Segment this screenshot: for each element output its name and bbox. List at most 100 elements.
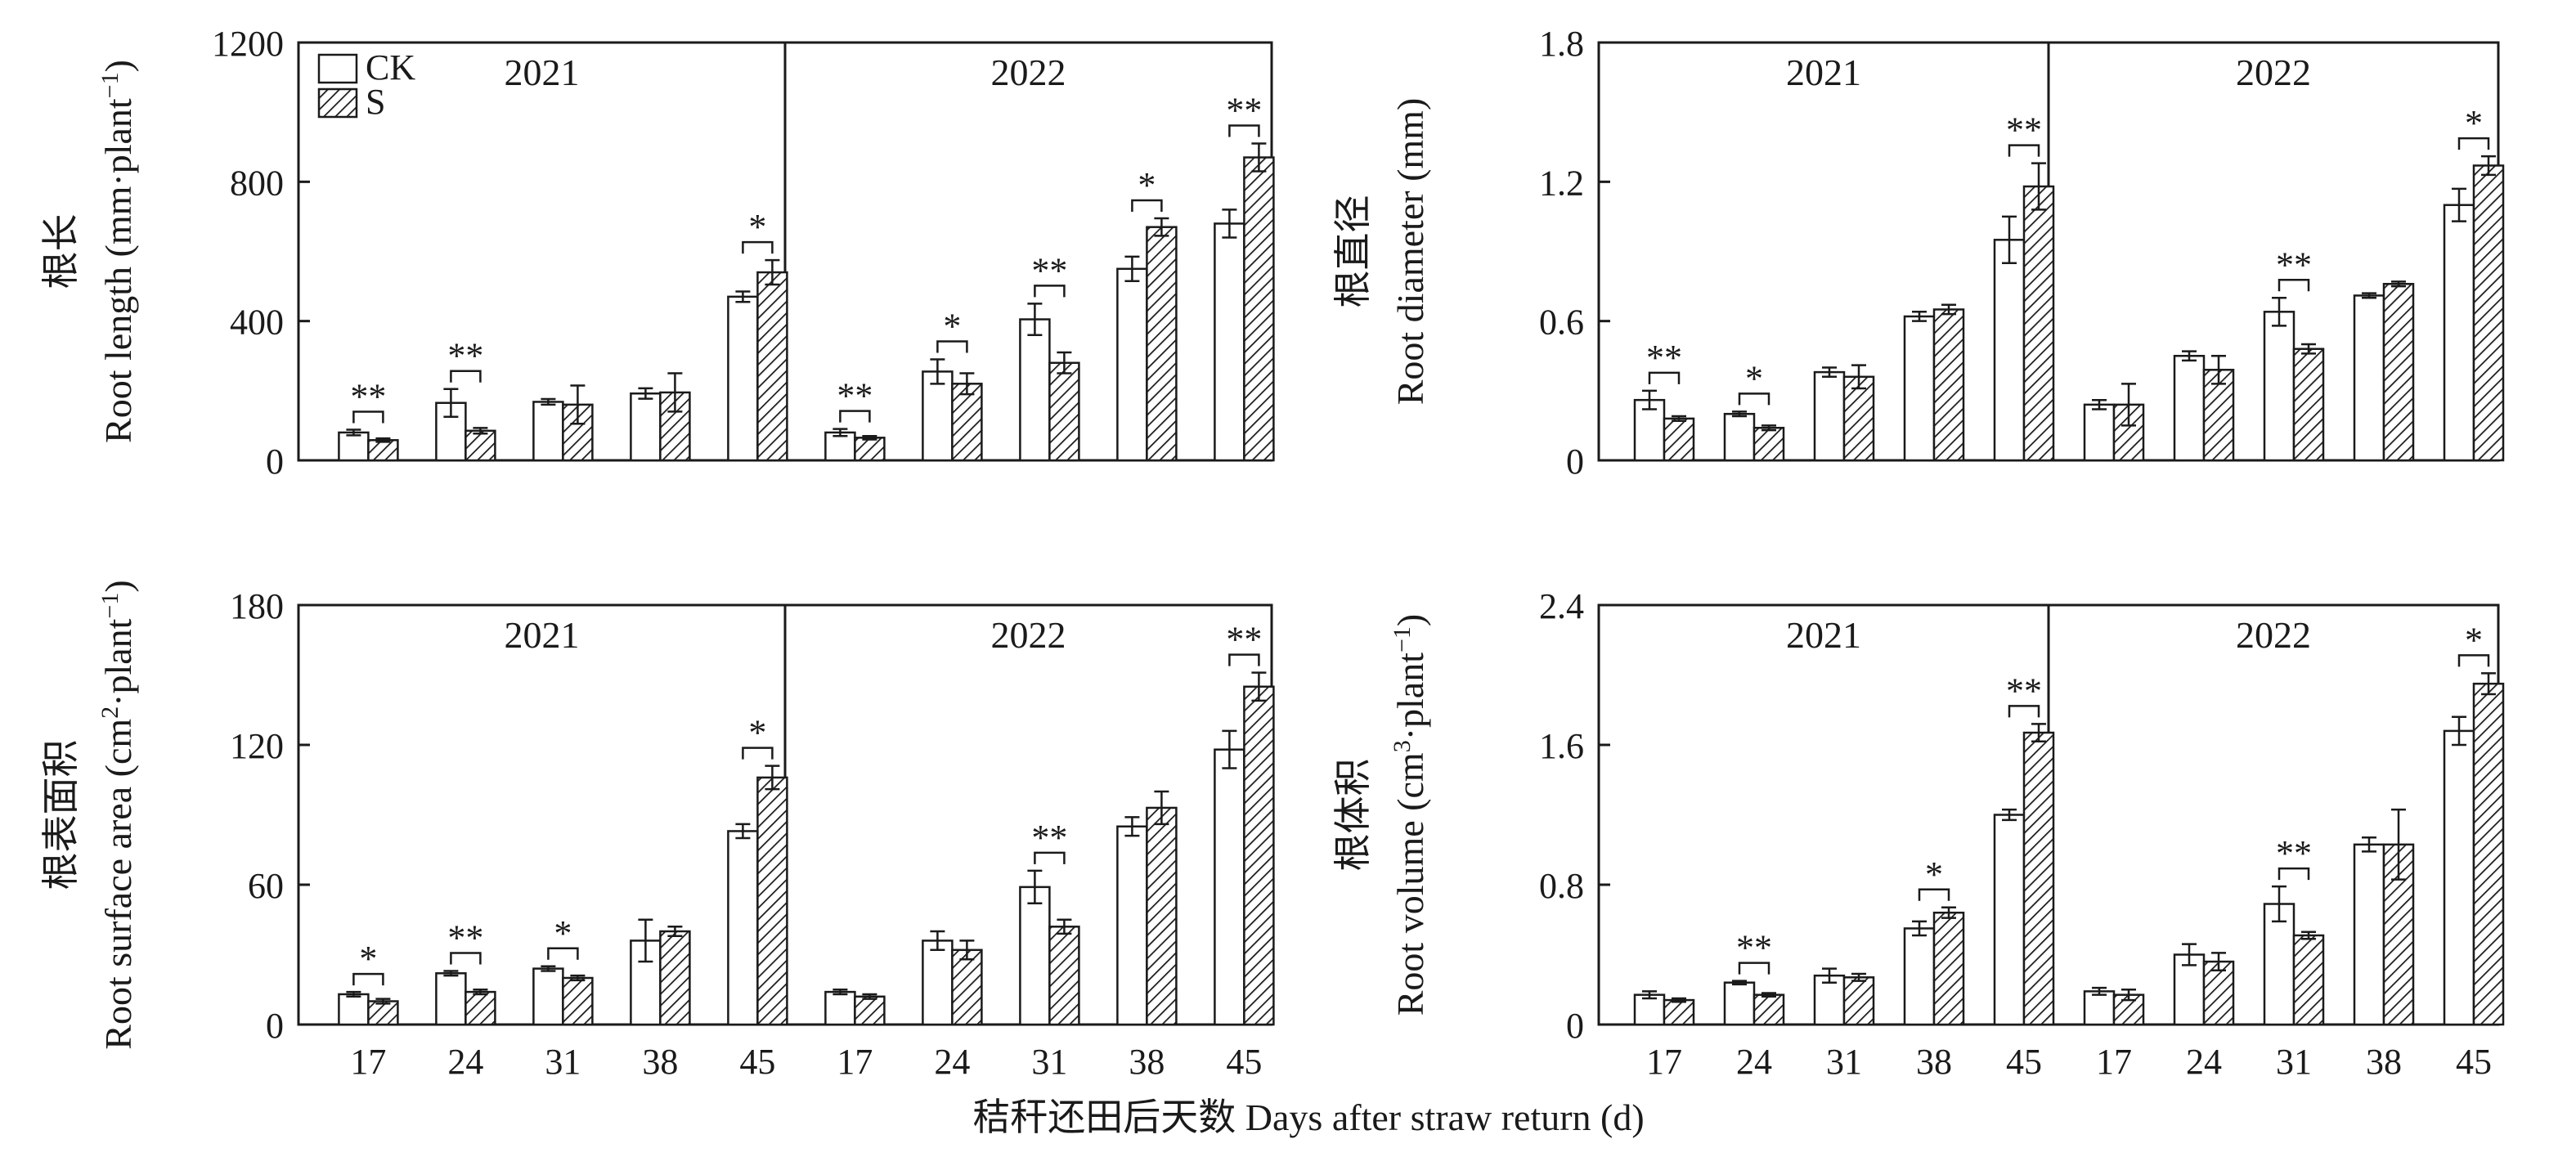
bar-s (1243, 156, 1275, 462)
x-tick-label: 24 (2186, 1042, 2222, 1082)
significance-bracket (1034, 851, 1066, 864)
x-axis-title: 秸秆还田后天数 Days after straw return (d) (972, 1096, 1644, 1138)
significance-label: * (1138, 165, 1156, 205)
bar-s (854, 437, 886, 462)
year-label: 2022 (991, 52, 1066, 93)
significance-bracket (352, 410, 384, 424)
bar-s (562, 976, 594, 1026)
significance-label: ** (2006, 110, 2042, 150)
bar-s (1146, 806, 1178, 1026)
y-tick-label: 1.2 (1539, 163, 1584, 203)
significance-bracket (936, 340, 968, 353)
significance-bracket (450, 370, 482, 383)
significance-label: ** (350, 377, 386, 417)
bar-ck (630, 392, 662, 462)
significance-label: * (1925, 854, 1943, 895)
year-label: 2022 (991, 614, 1066, 656)
significance-bracket (2008, 144, 2040, 157)
bar-ck (532, 967, 564, 1026)
x-tick-label: 31 (1826, 1042, 1862, 1082)
bar-s (2022, 731, 2055, 1026)
legend-label-s: S (366, 82, 385, 122)
significance-bracket (352, 972, 384, 986)
panel-4: 0 0.8 1.6 2.4 根体积 Root volume (cm3·plant−1) 20… (1332, 586, 2505, 1082)
significance-bracket (1131, 199, 1163, 213)
y-tick-label: 800 (230, 163, 284, 203)
legend: CKS (317, 47, 415, 122)
significance-bracket (1918, 888, 1950, 901)
year-label: 2022 (2236, 614, 2311, 656)
significance-label: * (748, 713, 766, 753)
x-tick-label: 45 (2006, 1042, 2042, 1082)
significance-bracket (2457, 137, 2490, 150)
bar-s (1932, 911, 1965, 1026)
bar-s (1842, 976, 1875, 1026)
significance-label: * (2465, 103, 2483, 143)
legend-swatch-ck (317, 53, 358, 84)
bar-ck (1019, 886, 1051, 1026)
bar-s (1663, 417, 1695, 462)
bar-s (464, 429, 496, 462)
bar-ck (532, 401, 564, 462)
significance-bracket (2278, 867, 2310, 881)
x-tick-label: 17 (350, 1042, 386, 1082)
bar-ck (824, 990, 856, 1026)
bar-ck (1903, 927, 1936, 1026)
significance-label: * (554, 913, 572, 953)
bar-s (1752, 427, 1785, 462)
y-tick-label: 0.8 (1539, 866, 1584, 906)
bar-s (659, 930, 691, 1026)
bar-s (464, 990, 496, 1026)
bar-ck (2083, 403, 2116, 462)
bar-s (2292, 348, 2325, 462)
x-tick-label: 45 (1226, 1042, 1262, 1082)
significance-label: * (359, 939, 377, 979)
significance-label: ** (2006, 670, 2042, 711)
significance-bracket (2457, 654, 2490, 667)
y-tick-label: 1200 (212, 24, 284, 64)
significance-bracket (2278, 279, 2310, 292)
y-tick-label: 0 (1566, 1006, 1584, 1046)
bar-s (1932, 308, 1965, 462)
x-tick-label: 45 (739, 1042, 775, 1082)
y-tick-label: 0 (266, 442, 284, 482)
bar-s (1243, 685, 1275, 1026)
significance-label: ** (1226, 620, 1262, 660)
bar-ck (2083, 990, 2116, 1026)
x-tick-label: 38 (1129, 1042, 1165, 1082)
x-tick-label: 31 (1031, 1042, 1067, 1082)
significance-label: ** (447, 336, 483, 376)
bar-ck (1116, 825, 1148, 1026)
bar-ck (922, 940, 954, 1026)
bar-ck (727, 295, 759, 462)
bar-s (756, 271, 788, 462)
bar-ck (922, 370, 954, 462)
significance-label: ** (1736, 928, 1772, 968)
significance-label: ** (1031, 250, 1067, 290)
significance-bracket (2008, 705, 2040, 718)
bar-s (2022, 185, 2055, 462)
bar-ck (338, 431, 370, 462)
bar-s (1842, 375, 1875, 462)
bar-ck (1993, 814, 2026, 1026)
bar-ck (435, 972, 467, 1026)
legend-label-ck: CK (366, 47, 415, 87)
significance-bracket (1738, 962, 1770, 975)
legend-swatch-s (317, 87, 358, 119)
bar-s (1146, 226, 1178, 462)
y-axis-title-cn: 根直径 (1332, 195, 1374, 308)
significance-label: * (943, 307, 961, 347)
x-tick-label: 31 (545, 1042, 581, 1082)
x-tick-label: 31 (2276, 1042, 2312, 1082)
bar-ck (1116, 267, 1148, 462)
bar-ck (1214, 748, 1245, 1026)
bar-s (367, 439, 399, 462)
x-tick-label: 24 (1736, 1042, 1772, 1082)
bar-s (1663, 998, 1695, 1026)
year-label: 2021 (505, 614, 580, 656)
significance-bracket (547, 947, 579, 960)
bar-s (951, 948, 983, 1026)
bar-ck (2263, 903, 2296, 1026)
